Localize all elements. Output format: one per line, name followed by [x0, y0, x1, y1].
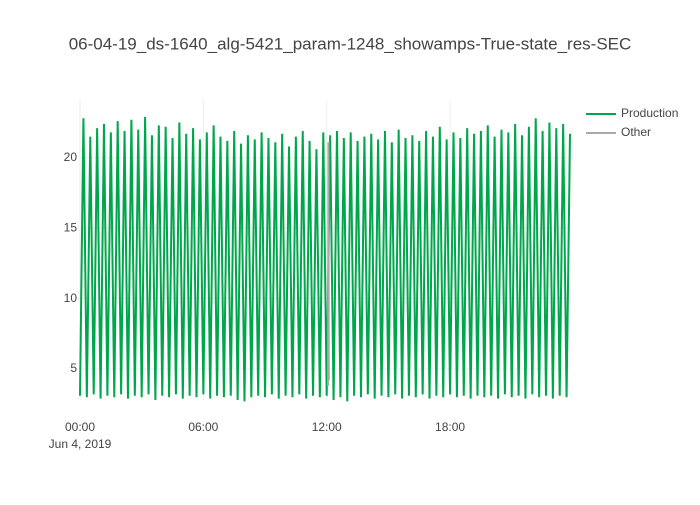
x-tick-label: 06:00	[188, 420, 218, 434]
data-line	[327, 142, 330, 386]
x-tick-label: 12:00	[312, 420, 342, 434]
x-date-label: Jun 4, 2019	[49, 437, 112, 451]
y-tick-label: 5	[70, 361, 77, 375]
x-tick-label: 18:00	[435, 420, 465, 434]
legend-label: Other	[621, 125, 651, 139]
chart-title: 06-04-19_ds-1640_alg-5421_param-1248_sho…	[69, 34, 632, 53]
y-tick-label: 10	[64, 291, 78, 305]
legend-label: Production	[621, 106, 678, 120]
y-tick-label: 15	[64, 220, 78, 234]
x-tick-label: 00:00	[65, 420, 95, 434]
y-tick-label: 20	[64, 150, 78, 164]
data-line	[79, 116, 571, 402]
